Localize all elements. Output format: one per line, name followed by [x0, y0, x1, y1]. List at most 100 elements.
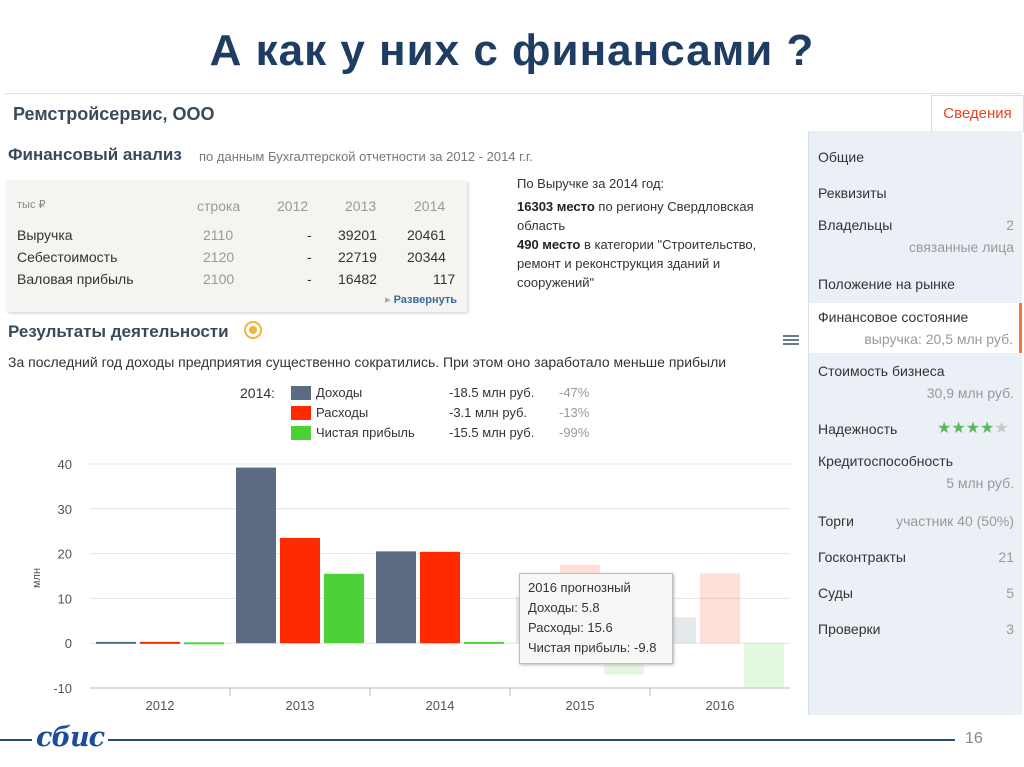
sidebar-item-fin-state[interactable]: Финансовое состояние выручка: 20,5 млн р… [809, 303, 1022, 353]
legend-name: Расходы [316, 405, 369, 420]
kredit-sub: 5 млн руб. [946, 475, 1014, 491]
rating-stars: ★★★★★ [937, 418, 1009, 438]
company-name: Ремстройсервис, ООО [13, 104, 215, 124]
bar-Чистая прибыль [744, 643, 784, 688]
sidebar-item-nadezhnost[interactable]: Надежность ★★★★★ [809, 418, 1022, 441]
row-name: Валовая прибыль [17, 271, 134, 287]
stoimost-sub: 30,9 млн руб. [926, 385, 1014, 401]
sidebar-item-sudy[interactable]: Суды 5 [809, 585, 1022, 605]
results-bar-chart: 40 30 20 10 0 -10 млн 2012 2013 2014 2015 2016 [31, 457, 790, 713]
sidebar-item-label: Стоимость бизнеса [818, 363, 945, 379]
y-tick-label: 0 [65, 636, 72, 651]
page-number: 16 [965, 730, 983, 747]
sidebar-item-goskontrakty[interactable]: Госконтракты 21 [809, 549, 1022, 569]
y-tick-label: 30 [58, 502, 72, 517]
footer-line [0, 739, 955, 741]
sidebar-item-obshchie[interactable]: Общие [809, 149, 1022, 169]
sidebar-item-label: Госконтракты [818, 549, 906, 565]
row-line: 2120 [203, 249, 235, 265]
legend-swatch [291, 386, 311, 400]
tooltip-profit: Чистая прибыль: -9.8 [528, 640, 657, 655]
bar-Чистая прибыль [184, 642, 224, 645]
rank-heading: По Выручке за 2014 год: [517, 176, 665, 191]
tooltip-expense: Расходы: 15.6 [528, 620, 613, 635]
tooltip-title: 2016 прогнозный [528, 580, 631, 595]
bar-Расходы [140, 641, 180, 644]
sidebar-item-kredit[interactable]: Кредитоспособность 5 млн руб. [809, 453, 1022, 495]
sidebar-item-label: Владельцы [818, 217, 893, 233]
fin-state-sub: выручка: 20,5 млн руб. [864, 331, 1013, 347]
row-value-2012: - [307, 271, 312, 287]
chevron-right-icon: ▸ [385, 294, 394, 306]
sidebar-item-vladeltsy[interactable]: Владельцы 2 связанные лица [809, 217, 1022, 259]
sidebar-item-proverki[interactable]: Проверки 3 [809, 621, 1022, 641]
row-value-2013: 16482 [338, 271, 377, 287]
row-value-2014: 117 [433, 271, 456, 287]
row-line: 2100 [203, 271, 235, 287]
target-icon[interactable] [244, 321, 262, 339]
y-tick-label: 10 [58, 591, 72, 606]
results-title: Результаты деятельности [8, 322, 229, 341]
bar-Расходы [280, 537, 320, 644]
proverki-value: 3 [1006, 621, 1014, 637]
y-tick-label: 20 [58, 547, 72, 562]
torgi-value: участник 40 (50%) [896, 513, 1014, 529]
category-text: в категории "Строительство, [580, 237, 757, 252]
legend-pct: -47% [559, 385, 590, 400]
sbis-logo: сбис [32, 722, 109, 753]
category-text-2: ремонт и реконструкция зданий и [517, 256, 721, 271]
bar-Доходы [96, 641, 136, 644]
column-header: 2013 [345, 198, 377, 214]
sidebar-item-stoimost[interactable]: Стоимость бизнеса 30,9 млн руб. [809, 363, 1022, 405]
y-axis-label: млн [31, 568, 43, 588]
region-text: по региону Свердловская [594, 199, 754, 214]
sidebar-item-label: Надежность [818, 421, 898, 437]
sidebar-item-label: Торги [818, 513, 854, 529]
legend-pct: -99% [559, 425, 590, 440]
bar-Доходы [236, 467, 276, 644]
legend-value: -3.1 млн руб. [449, 405, 528, 420]
y-tick-label: -10 [53, 681, 72, 696]
sidebar-item-label: Общие [818, 149, 865, 165]
region-place: 16303 место [517, 199, 595, 214]
sidebar-item-polozhenie[interactable]: Положение на рынке [809, 276, 1022, 296]
goskontrakty-value: 21 [998, 549, 1014, 565]
sidebar-item-rekvizity[interactable]: Реквизиты [809, 185, 1022, 205]
bar-Расходы [700, 573, 740, 644]
menu-icon[interactable] [783, 333, 799, 347]
sudy-value: 5 [1006, 585, 1014, 601]
expand-label: Развернуть [393, 294, 457, 306]
row-value-2012: - [307, 227, 312, 243]
x-tick-label: 2012 [146, 698, 175, 713]
sidebar-item-label: Реквизиты [818, 185, 887, 201]
row-value-2012: - [307, 249, 312, 265]
owners-sub: связанные лица [908, 239, 1014, 255]
expand-link[interactable]: ▸ Развернуть [385, 293, 457, 306]
sidebar-item-label: Кредитоспособность [818, 453, 954, 469]
star-empty-icon: ★ [994, 420, 1009, 437]
star-icon: ★★★★ [937, 420, 995, 437]
x-tick-label: 2015 [566, 698, 595, 713]
sidebar-item-torgi[interactable]: Торги участник 40 (50%) [809, 513, 1022, 533]
chart-tooltip: 2016 прогнозный Доходы: 5.8 Расходы: 15.… [519, 573, 673, 664]
bar-Доходы [376, 551, 416, 644]
bar-Расходы [420, 551, 460, 644]
y-tick-label: 40 [58, 457, 72, 472]
legend-value: -15.5 млн руб. [449, 425, 535, 440]
x-tick-label: 2014 [426, 698, 455, 713]
sidebar-item-label: Проверки [818, 621, 881, 637]
results-description: За последний год доходы предприятия суще… [8, 354, 727, 370]
row-value-2014: 20344 [407, 249, 446, 265]
legend-pct: -13% [559, 405, 590, 420]
tab-svedeniya[interactable]: Сведения [931, 95, 1024, 132]
bar-Чистая прибыль [324, 573, 364, 644]
row-name: Себестоимость [17, 249, 118, 265]
sidebar-item-label: Финансовое состояние [818, 309, 969, 325]
slide-title: А как у них с финансами ? [209, 26, 815, 75]
category-text-3: сооружений" [517, 275, 595, 290]
legend-name: Чистая прибыль [316, 425, 415, 440]
sidebar-divider [808, 131, 809, 715]
row-value-2013: 39201 [338, 227, 377, 243]
legend-name: Доходы [316, 385, 363, 400]
sidebar-item-label: Суды [818, 585, 853, 601]
